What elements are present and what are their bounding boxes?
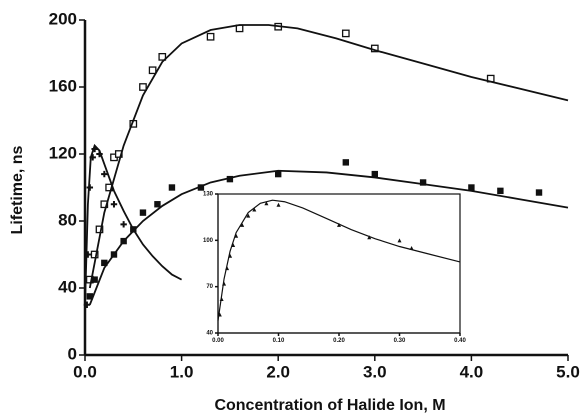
x-tick-label: 5.0 xyxy=(556,362,580,381)
filled-square-point xyxy=(86,293,94,300)
triangle-point xyxy=(337,222,341,227)
x-tick-label: 0.30 xyxy=(394,338,406,344)
open-square-point xyxy=(158,53,167,61)
y-axis-label: Lifetime, ns xyxy=(9,145,26,234)
x-tick-label: 1.0 xyxy=(170,362,194,381)
fit-curve xyxy=(88,24,569,289)
filled-square-point xyxy=(197,184,205,191)
y-tick-label: 80 xyxy=(58,210,77,229)
y-tick-label: 160 xyxy=(49,76,77,95)
filled-square-point xyxy=(342,159,350,166)
y-tick-label: 70 xyxy=(206,284,213,290)
triangle-point xyxy=(276,202,281,207)
filled-square-point xyxy=(91,276,98,283)
x-tick-label: 0.0 xyxy=(73,362,97,381)
y-tick-label: 200 xyxy=(49,9,77,28)
filled-square-point xyxy=(275,170,282,178)
y-tick-label: 130 xyxy=(203,192,214,198)
fit-curve xyxy=(88,169,569,306)
triangle-point xyxy=(246,213,251,218)
open-square-point xyxy=(206,32,215,41)
cross-point xyxy=(101,170,108,178)
x-tick-label: 2.0 xyxy=(266,362,290,381)
cross-point xyxy=(110,201,118,208)
filled-square-point xyxy=(497,187,504,195)
filled-square-point xyxy=(139,209,147,216)
filled-square-point xyxy=(419,179,427,186)
y-tick-label: 120 xyxy=(49,143,77,162)
open-square-point xyxy=(95,225,104,234)
inset-frame xyxy=(217,193,461,334)
fit-curve xyxy=(217,199,461,321)
open-square-point xyxy=(90,250,99,259)
filled-square-point xyxy=(168,184,176,191)
y-tick-label: 40 xyxy=(206,331,213,337)
y-tick-label: 100 xyxy=(203,238,214,244)
cross-point xyxy=(83,301,91,308)
open-square-point xyxy=(341,29,350,38)
filled-square-point xyxy=(371,170,378,178)
triangle-point xyxy=(397,238,402,243)
x-tick-label: 4.0 xyxy=(460,362,484,381)
open-square-point xyxy=(139,83,147,91)
cross-point xyxy=(120,221,127,228)
filled-square-point xyxy=(101,259,108,267)
triangle-point xyxy=(264,201,269,206)
filled-square-point xyxy=(154,201,161,208)
y-tick-label: 0 xyxy=(68,344,77,363)
x-tick-label: 0.20 xyxy=(333,338,345,344)
x-tick-label: 0.10 xyxy=(273,338,285,344)
filled-square-point xyxy=(535,189,543,196)
fit-curve xyxy=(84,143,183,305)
open-square-point xyxy=(148,66,157,75)
y-tick-label: 40 xyxy=(58,277,77,296)
filled-square-point xyxy=(226,175,234,183)
triangle-point xyxy=(252,207,257,212)
x-tick-label: 3.0 xyxy=(363,362,387,381)
triangle-point xyxy=(367,235,372,240)
triangle-point xyxy=(240,222,245,227)
filled-square-point xyxy=(468,184,475,191)
x-tick-label: 0.00 xyxy=(212,338,224,344)
x-tick-label: 0.40 xyxy=(454,338,466,344)
x-axis-label: Concentration of Halide Ion, M xyxy=(214,397,445,414)
